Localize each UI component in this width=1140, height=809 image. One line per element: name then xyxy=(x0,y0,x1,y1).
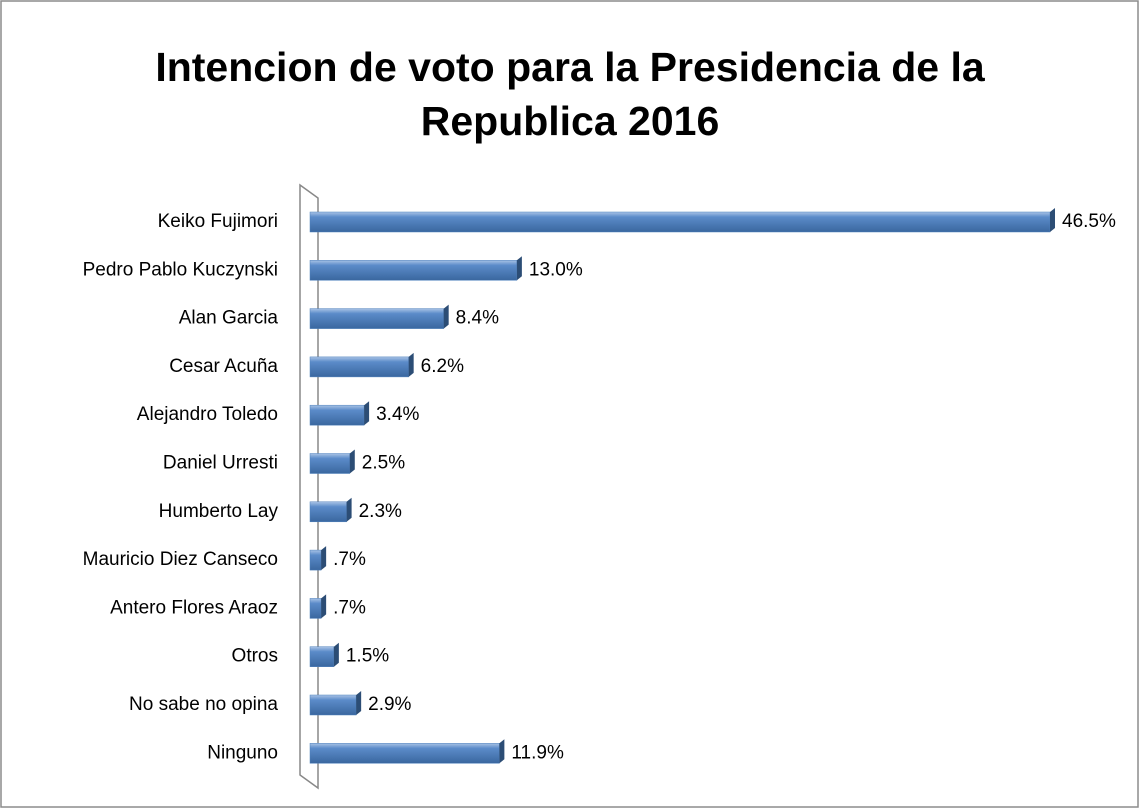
y-tick-label: Otros xyxy=(232,646,278,667)
bar xyxy=(309,501,347,523)
bar xyxy=(309,694,357,716)
bar-end xyxy=(499,739,505,764)
bar-end xyxy=(516,256,522,281)
bar-end xyxy=(321,594,327,619)
bar xyxy=(309,743,500,764)
y-tick-label: Mauricio Diez Canseco xyxy=(83,549,278,570)
y-tick-label: Daniel Urresti xyxy=(163,453,278,474)
bar xyxy=(309,356,409,378)
bar xyxy=(309,598,322,619)
value-label: 8.4% xyxy=(456,308,499,329)
value-label: .7% xyxy=(333,597,366,618)
y-tick-label: Cesar Acuña xyxy=(169,356,278,377)
y-tick-label: Keiko Fujimori xyxy=(158,211,278,232)
bar-end xyxy=(349,449,355,474)
value-label: 13.0% xyxy=(529,259,583,280)
y-tick-label: Alan Garcia xyxy=(179,308,279,329)
value-label: 6.2% xyxy=(421,356,464,377)
y-tick-label: Pedro Pablo Kuczynski xyxy=(83,259,278,280)
y-tick-label: Ninguno xyxy=(207,742,278,763)
bar xyxy=(309,404,365,426)
value-label: 2.9% xyxy=(368,694,411,715)
chart-title: Intencion de voto para la Presidencia de… xyxy=(155,44,985,144)
bar-end xyxy=(408,352,414,377)
value-label: 2.5% xyxy=(362,453,405,474)
value-label: .7% xyxy=(333,549,366,570)
value-label: 46.5% xyxy=(1062,211,1116,232)
y-tick-label: Antero Flores Araoz xyxy=(110,597,278,618)
bar-end xyxy=(346,497,352,522)
y-tick-label: Alejandro Toledo xyxy=(137,404,278,425)
bar-end xyxy=(356,691,362,715)
bar xyxy=(309,453,351,474)
bar-end xyxy=(1050,208,1055,232)
bar-end xyxy=(443,304,449,329)
bar-end xyxy=(364,401,370,426)
bar xyxy=(309,308,444,329)
axis-wall xyxy=(299,183,319,790)
value-label: 2.3% xyxy=(359,501,402,522)
bar-end xyxy=(333,642,339,667)
bar xyxy=(309,549,322,571)
bar xyxy=(309,260,518,281)
y-tick-label: Humberto Lay xyxy=(159,501,279,522)
value-label: 1.5% xyxy=(346,646,389,667)
value-label: 3.4% xyxy=(376,404,419,425)
y-tick-label: No sabe no opina xyxy=(129,694,278,715)
bar xyxy=(309,646,335,667)
bar-end xyxy=(321,546,327,571)
value-label: 11.9% xyxy=(511,742,564,763)
bar xyxy=(309,211,1051,233)
